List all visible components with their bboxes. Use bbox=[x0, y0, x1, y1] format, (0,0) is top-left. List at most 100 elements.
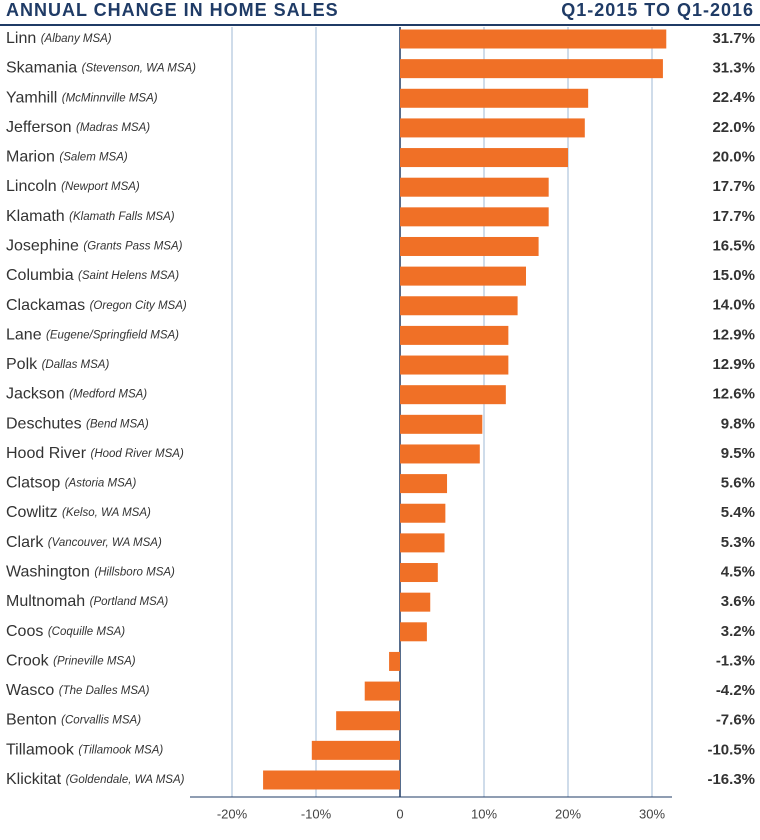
value-label: 31.3% bbox=[712, 60, 755, 77]
category-label: Polk (Dallas MSA) bbox=[6, 356, 109, 373]
category-sublabel: (Eugene/Springfield MSA) bbox=[46, 329, 179, 341]
category-sublabel: (Corvallis MSA) bbox=[61, 715, 141, 727]
category-name: Yamhill bbox=[6, 89, 57, 106]
bar bbox=[400, 236, 539, 256]
category-label: Clark (Vancouver, WA MSA) bbox=[6, 534, 162, 551]
value-label: 3.2% bbox=[721, 623, 755, 640]
x-tick-label: 0 bbox=[396, 806, 403, 821]
bar bbox=[400, 474, 448, 494]
value-label: 17.7% bbox=[712, 178, 755, 195]
value-label: 31.7% bbox=[712, 30, 755, 47]
bar bbox=[389, 651, 400, 671]
category-sublabel: (Oregon City MSA) bbox=[90, 300, 187, 312]
bar bbox=[364, 681, 400, 701]
bar bbox=[400, 414, 483, 434]
bar bbox=[400, 592, 431, 612]
bar bbox=[400, 503, 446, 523]
category-name: Multnomah bbox=[6, 593, 85, 610]
category-sublabel: (Albany MSA) bbox=[41, 33, 112, 45]
bar bbox=[400, 29, 667, 49]
category-label: Cowlitz (Kelso, WA MSA) bbox=[6, 504, 151, 521]
category-label: Washington (Hillsboro MSA) bbox=[6, 564, 175, 581]
category-name: Cowlitz bbox=[6, 504, 58, 521]
category-name: Linn bbox=[6, 30, 36, 47]
bars: Linn (Albany MSA) 31.7% Skamania (Stevenso… bbox=[6, 29, 755, 790]
category-name: Tillamook bbox=[6, 742, 75, 759]
category-name: Marion bbox=[6, 149, 55, 166]
category-sublabel: (Hood River MSA) bbox=[90, 448, 183, 460]
category-label: Crook (Prineville MSA) bbox=[6, 653, 136, 670]
category-sublabel: (Coquille MSA) bbox=[48, 626, 125, 638]
category-name: Skamania bbox=[6, 60, 77, 77]
category-name: Coos bbox=[6, 623, 43, 640]
category-name: Lincoln bbox=[6, 178, 57, 195]
value-label: 3.6% bbox=[721, 593, 755, 610]
value-label: 5.3% bbox=[721, 534, 755, 551]
category-sublabel: (Madras MSA) bbox=[76, 122, 150, 134]
bar bbox=[336, 711, 400, 731]
chart-subtitle: Q1-2015 TO Q1-2016 bbox=[561, 0, 754, 20]
value-label: 14.0% bbox=[712, 297, 755, 314]
value-label: 9.8% bbox=[721, 415, 755, 432]
category-label: Klickitat (Goldendale, WA MSA) bbox=[6, 771, 185, 788]
value-label: 20.0% bbox=[712, 149, 755, 166]
category-name: Deschutes bbox=[6, 416, 82, 433]
category-name: Clatsop bbox=[6, 475, 60, 492]
category-label: Benton (Corvallis MSA) bbox=[6, 712, 141, 729]
category-name: Clackamas bbox=[6, 297, 85, 314]
category-sublabel: (Dallas MSA) bbox=[42, 359, 110, 371]
category-sublabel: (Vancouver, WA MSA) bbox=[48, 537, 162, 549]
value-label: 15.0% bbox=[712, 267, 755, 284]
value-label: 12.9% bbox=[712, 356, 755, 373]
category-label: Coos (Coquille MSA) bbox=[6, 623, 125, 640]
bar bbox=[400, 622, 427, 642]
category-label: Hood River (Hood River MSA) bbox=[6, 445, 184, 462]
category-name: Benton bbox=[6, 712, 57, 729]
value-label: 22.0% bbox=[712, 119, 755, 136]
category-label: Marion (Salem MSA) bbox=[6, 149, 128, 166]
bar bbox=[263, 770, 400, 790]
category-sublabel: (Bend MSA) bbox=[86, 418, 149, 430]
value-label: 4.5% bbox=[721, 563, 755, 580]
bar bbox=[400, 533, 445, 553]
bar bbox=[400, 266, 526, 286]
value-label: 12.9% bbox=[712, 326, 755, 343]
category-label: Wasco (The Dalles MSA) bbox=[6, 682, 150, 699]
category-label: Linn (Albany MSA) bbox=[6, 30, 112, 47]
value-label: -7.6% bbox=[716, 712, 755, 729]
value-label: -10.5% bbox=[707, 741, 755, 758]
category-sublabel: (Portland MSA) bbox=[90, 596, 169, 608]
value-label: -4.2% bbox=[716, 682, 755, 699]
x-tick-label: 10% bbox=[471, 806, 497, 821]
category-label: Josephine (Grants Pass MSA) bbox=[6, 238, 183, 255]
value-label: 17.7% bbox=[712, 208, 755, 225]
bar bbox=[400, 88, 589, 108]
category-name: Lane bbox=[6, 327, 42, 344]
category-sublabel: (Klamath Falls MSA) bbox=[69, 211, 175, 223]
bar bbox=[400, 563, 438, 583]
value-label: 16.5% bbox=[712, 237, 755, 254]
category-name: Columbia bbox=[6, 267, 74, 284]
category-sublabel: (Saint Helens MSA) bbox=[78, 270, 179, 282]
bar bbox=[400, 59, 663, 79]
bar bbox=[400, 148, 568, 168]
category-label: Clackamas (Oregon City MSA) bbox=[6, 297, 187, 314]
value-label: 5.6% bbox=[721, 475, 755, 492]
category-label: Lincoln (Newport MSA) bbox=[6, 178, 140, 195]
category-label: Lane (Eugene/Springfield MSA) bbox=[6, 327, 179, 344]
category-label: Yamhill (McMinnville MSA) bbox=[6, 89, 158, 106]
category-label: Jackson (Medford MSA) bbox=[6, 386, 147, 403]
category-label: Deschutes (Bend MSA) bbox=[6, 416, 149, 433]
category-sublabel: (Newport MSA) bbox=[61, 181, 140, 193]
bar bbox=[400, 444, 480, 464]
x-tick-label: -10% bbox=[301, 806, 332, 821]
category-name: Wasco bbox=[6, 682, 54, 699]
category-sublabel: (Grants Pass MSA) bbox=[83, 241, 182, 253]
category-name: Jackson bbox=[6, 386, 65, 403]
category-label: Multnomah (Portland MSA) bbox=[6, 593, 168, 610]
category-sublabel: (Medford MSA) bbox=[69, 389, 147, 401]
category-sublabel: (Kelso, WA MSA) bbox=[62, 507, 151, 519]
category-label: Klamath (Klamath Falls MSA) bbox=[6, 208, 175, 225]
chart-title: ANNUAL CHANGE IN HOME SALES bbox=[6, 0, 339, 20]
